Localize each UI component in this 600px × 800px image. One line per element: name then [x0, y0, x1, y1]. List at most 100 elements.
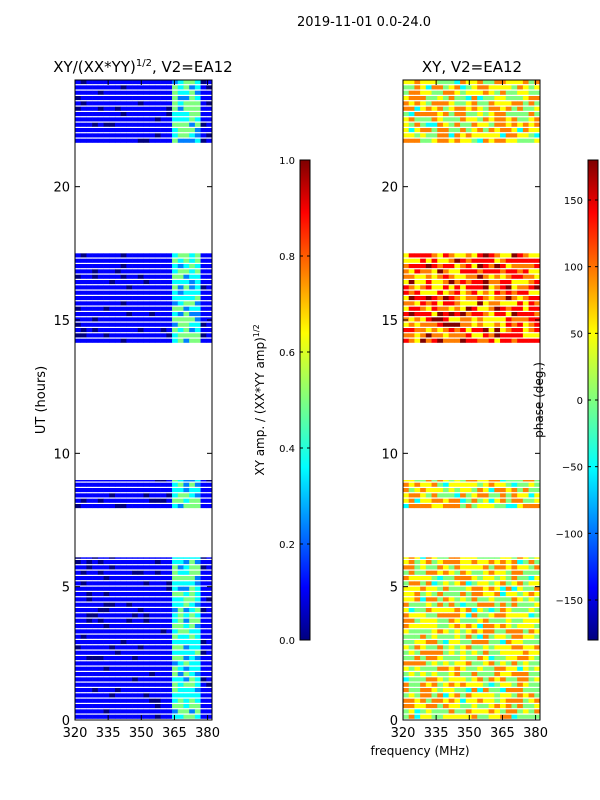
heatmap-cell: [160, 714, 167, 719]
heatmap-cell: [183, 608, 190, 613]
heatmap-cell: [454, 714, 461, 719]
heatmap-cell: [465, 269, 472, 274]
heatmap-cell: [114, 482, 121, 487]
heatmap-cell: [183, 624, 190, 629]
heatmap-cell: [494, 122, 501, 127]
heatmap-cell: [126, 666, 133, 671]
heatmap-cell: [460, 656, 467, 661]
heatmap-cell: [177, 597, 184, 602]
heatmap-cell: [500, 301, 507, 306]
heatmap-cell: [92, 306, 99, 311]
heatmap-cell: [431, 624, 438, 629]
heatmap-cell: [403, 581, 410, 586]
heatmap-cell: [126, 498, 133, 503]
heatmap-cell: [465, 306, 472, 311]
heatmap-cell: [477, 138, 484, 143]
heatmap-cell: [488, 557, 495, 559]
heatmap-cell: [403, 557, 410, 559]
heatmap-cell: [80, 138, 87, 143]
heatmap-cell: [206, 661, 213, 666]
heatmap-cell: [528, 557, 535, 559]
heatmap-cell: [166, 333, 173, 338]
heatmap-cell: [200, 682, 207, 687]
heatmap-cell: [206, 498, 213, 503]
heatmap-cell: [132, 128, 139, 133]
heatmap-cell: [200, 650, 207, 655]
heatmap-cell: [534, 661, 541, 666]
heatmap-cell: [177, 301, 184, 306]
heatmap-cell: [132, 714, 139, 719]
heatmap-cell: [154, 688, 161, 693]
heatmap-cell: [132, 328, 139, 333]
heatmap-cell: [137, 586, 144, 591]
heatmap-cell: [200, 592, 207, 597]
heatmap-cell: [403, 602, 410, 607]
heatmap-cell: [454, 290, 461, 295]
heatmap-cell: [103, 333, 110, 338]
heatmap-cell: [505, 290, 512, 295]
heatmap-cell: [511, 274, 518, 279]
heatmap-cell: [505, 557, 512, 559]
heatmap-cell: [132, 338, 139, 343]
heatmap-cell: [471, 629, 478, 634]
heatmap-cell: [511, 597, 518, 602]
heatmap-cell: [414, 338, 421, 343]
heatmap-cell: [454, 634, 461, 639]
heatmap-cell: [149, 608, 156, 613]
heatmap-cell: [522, 498, 529, 503]
heatmap-cell: [120, 338, 127, 343]
heatmap-cell: [200, 597, 207, 602]
heatmap-cell: [92, 504, 99, 509]
heatmap-cell: [448, 269, 455, 274]
heatmap-cell: [103, 677, 110, 682]
colorbar-tick-label: 0.0: [279, 636, 295, 647]
heatmap-cell: [522, 581, 529, 586]
heatmap-cell: [408, 640, 415, 645]
heatmap-cell: [160, 264, 167, 269]
heatmap-cell: [194, 258, 201, 263]
heatmap-cell: [517, 101, 524, 106]
heatmap-cell: [403, 560, 410, 565]
heatmap-cell: [154, 504, 161, 509]
heatmap-cell: [465, 704, 472, 709]
heatmap-cell: [420, 608, 427, 613]
heatmap-cell: [137, 90, 144, 95]
heatmap-cell: [437, 80, 444, 85]
heatmap-cell: [511, 138, 518, 143]
heatmap-cell: [80, 560, 87, 565]
heatmap-cell: [465, 258, 472, 263]
heatmap-cell: [425, 613, 432, 618]
heatmap-cell: [408, 565, 415, 570]
heatmap-cell: [505, 128, 512, 133]
heatmap-cell: [166, 666, 173, 671]
heatmap-cell: [414, 592, 421, 597]
heatmap-cell: [166, 498, 173, 503]
heatmap-cell: [194, 138, 201, 143]
heatmap-cell: [132, 301, 139, 306]
heatmap-cell: [120, 576, 127, 581]
heatmap-cell: [448, 672, 455, 677]
heatmap-cell: [511, 634, 518, 639]
heatmap-cell: [206, 597, 213, 602]
heatmap-cell: [425, 498, 432, 503]
heatmap-cell: [482, 264, 489, 269]
heatmap-cell: [166, 493, 173, 498]
heatmap-cell: [86, 704, 93, 709]
heatmap-cell: [92, 258, 99, 263]
heatmap-cell: [408, 480, 415, 482]
heatmap-cell: [408, 504, 415, 509]
heatmap-cell: [149, 301, 156, 306]
heatmap-cell: [109, 128, 116, 133]
heatmap-cell: [172, 296, 179, 301]
heatmap-cell: [534, 570, 541, 575]
heatmap-cell: [471, 709, 478, 714]
heatmap-cell: [132, 117, 139, 122]
heatmap-cell: [149, 306, 156, 311]
heatmap-cell: [477, 258, 484, 263]
heatmap-cell: [414, 285, 421, 290]
heatmap-cell: [500, 698, 507, 703]
heatmap-cell: [454, 328, 461, 333]
heatmap-cell: [414, 296, 421, 301]
heatmap-cell: [172, 269, 179, 274]
heatmap-cell: [442, 693, 449, 698]
